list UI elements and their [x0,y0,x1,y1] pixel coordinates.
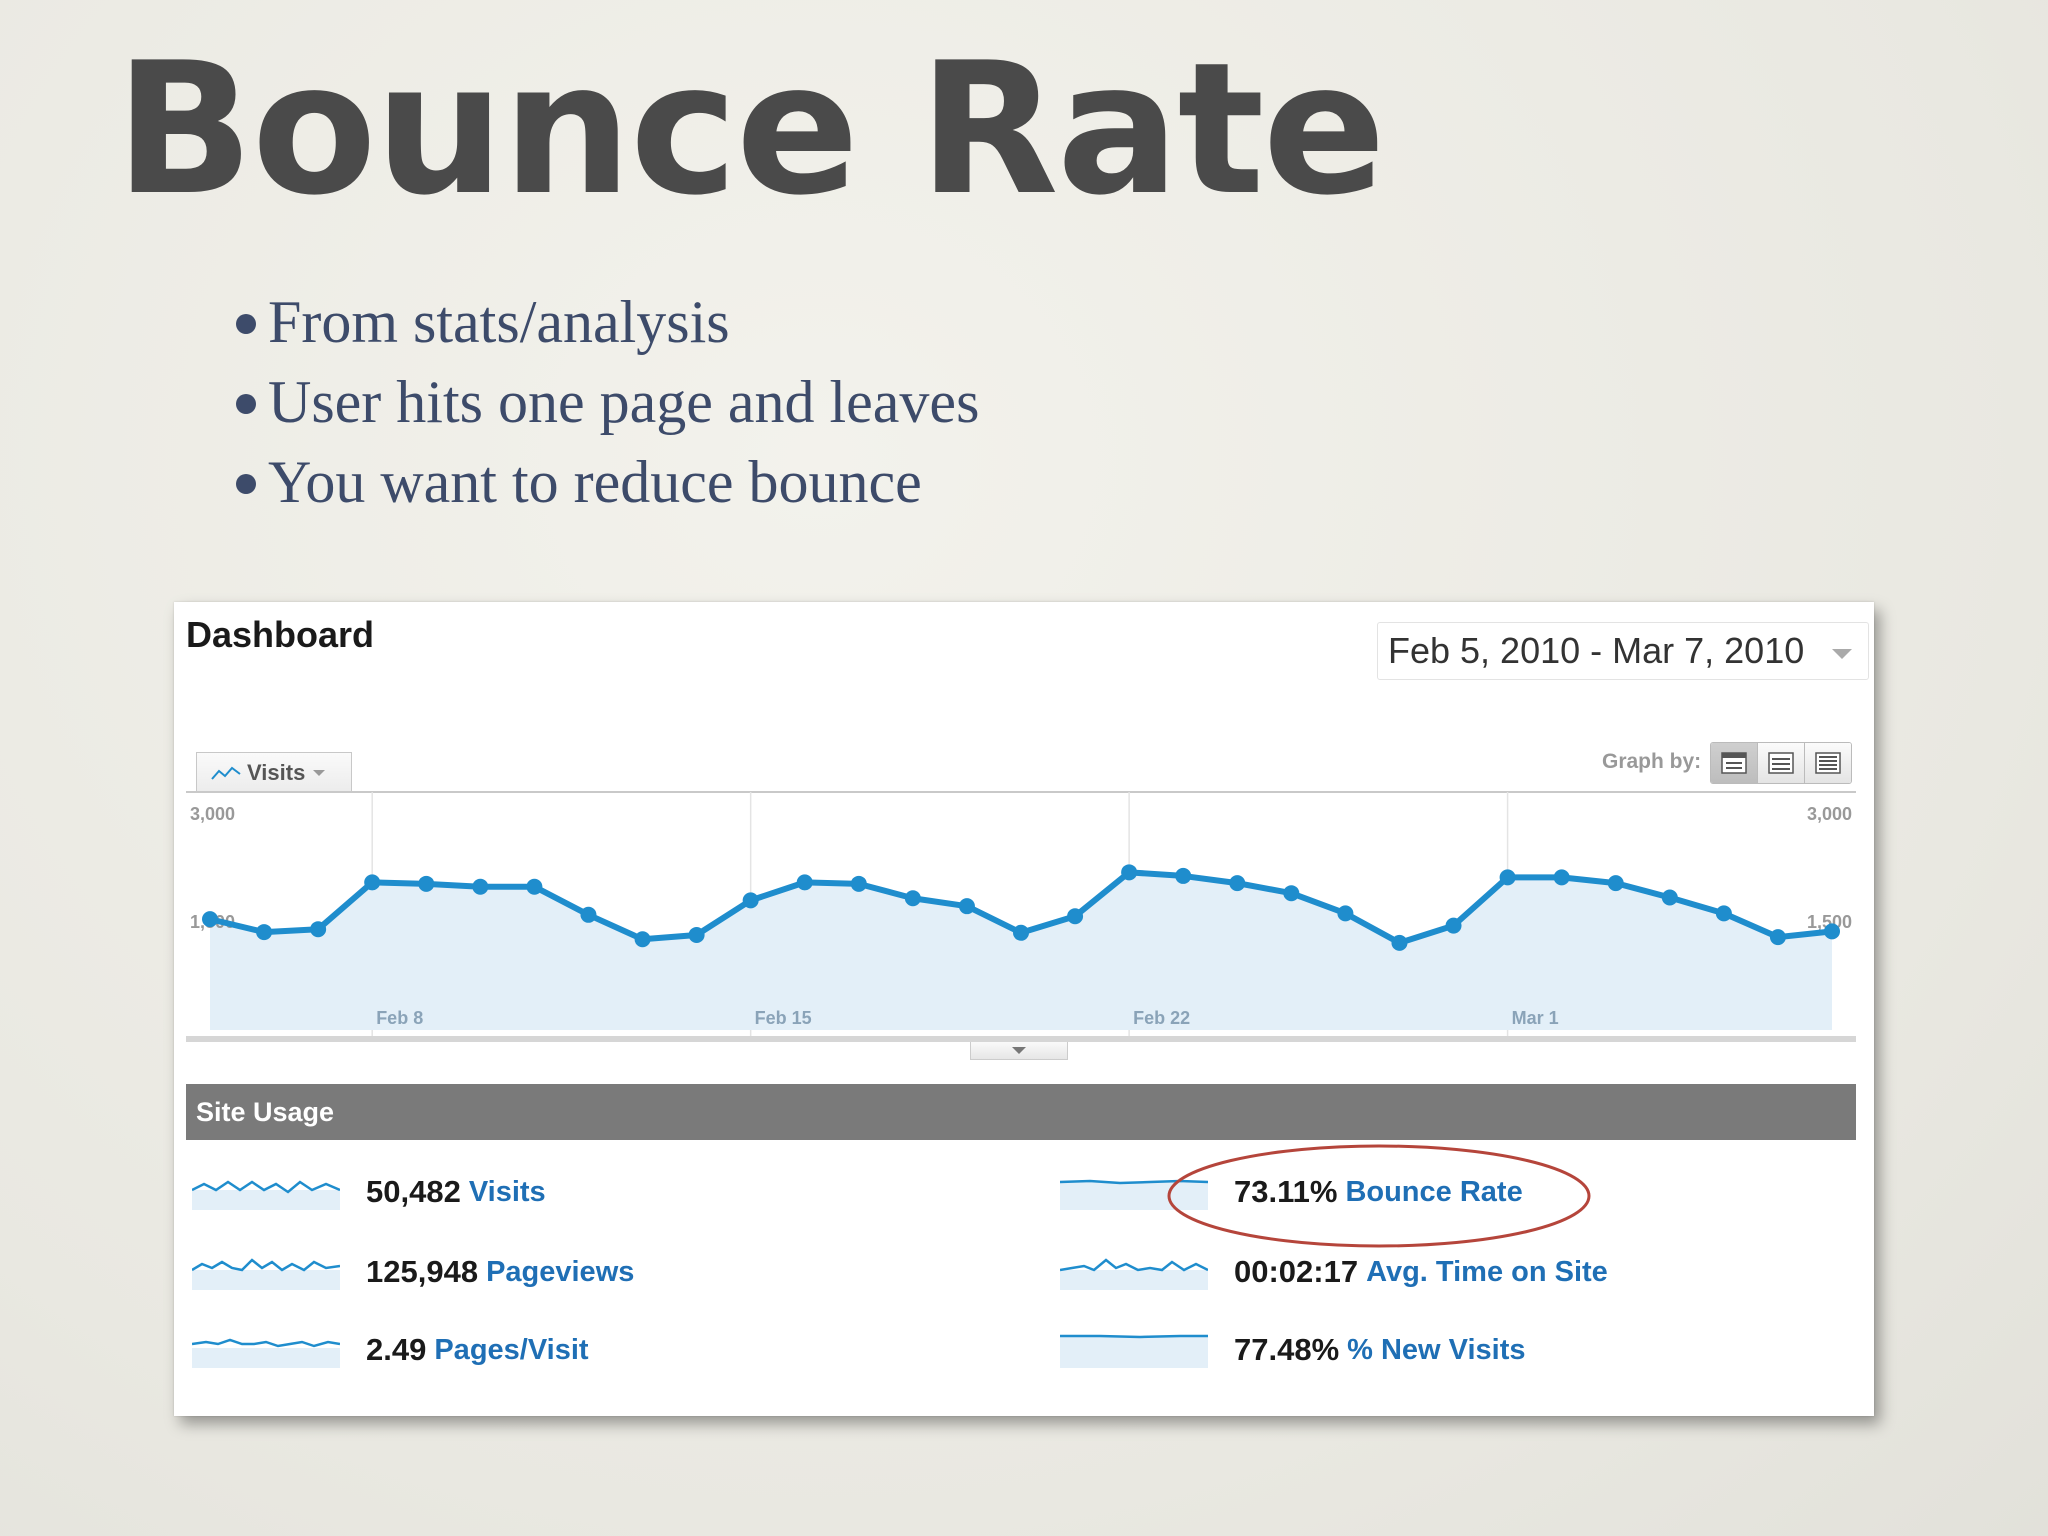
chevron-down-icon [1832,649,1852,659]
new-visits-sparkline [1060,1334,1208,1368]
data-point [1013,924,1029,941]
data-point [310,921,327,938]
graph-by-label: Graph by: [1602,750,1702,773]
data-point [1715,905,1732,922]
data-point [1661,889,1678,906]
data-point [1553,869,1570,886]
bullet-item: You want to reduce bounce [236,442,979,522]
dashboard-title: Dashboard [186,614,375,655]
slide-title: Bounce Rate [115,23,1386,235]
chevron-down-icon [313,769,326,776]
stat-row-visits[interactable]: 50,482 Visits [192,1174,546,1210]
graph-by-month-button[interactable] [1805,743,1851,783]
data-point [1229,875,1246,892]
month-icon [1815,752,1841,774]
x-tick-label: Feb 15 [755,1008,812,1028]
stat-link[interactable]: Avg. Time on Site [1366,1255,1608,1288]
bullet-item: From stats/analysis [236,282,979,362]
graph-by-buttons [1710,742,1852,784]
data-point [1607,875,1624,892]
x-tick-label: Feb 8 [376,1008,423,1028]
date-range-selector[interactable]: Feb 5, 2010 - Mar 7, 2010 [1377,622,1869,680]
stat-row-pageviews[interactable]: 125,948 Pageviews [192,1254,634,1290]
data-point [1175,867,1192,884]
data-point [1067,908,1084,925]
data-point [526,878,543,895]
graph-by-week-button[interactable] [1758,743,1805,783]
bullet-text: You want to reduce bounce [268,449,922,515]
stat-value: 125,948 [366,1254,479,1289]
stat-link[interactable]: Visits [468,1175,546,1208]
metric-selector-tab[interactable]: Visits [196,752,352,792]
data-point [256,924,273,941]
data-point [1391,934,1408,951]
data-point [1337,905,1354,922]
site-usage-title: Site Usage [196,1096,335,1127]
bullet-text: User hits one page and leaves [268,369,980,435]
data-point [1499,869,1516,886]
stat-link[interactable]: % New Visits [1347,1333,1526,1366]
week-icon [1768,752,1794,774]
y-tick-label-left: 3,000 [190,804,235,824]
stat-row-pages-per-visit[interactable]: 2.49 Pages/Visit [192,1332,589,1368]
line-chart-icon [211,766,241,780]
stat-value: 2.49 [366,1332,427,1367]
stat-value: 50,482 [366,1174,461,1209]
data-point [364,874,381,891]
data-point [472,878,489,895]
chart-area [210,872,1832,1030]
x-tick-label: Mar 1 [1512,1008,1559,1028]
stat-link[interactable]: Pageviews [486,1255,635,1288]
stat-row-avg-time[interactable]: 00:02:17 Avg. Time on Site [1060,1254,1608,1290]
stat-link[interactable]: Bounce Rate [1345,1175,1523,1208]
data-point [958,898,975,915]
day-icon [1721,752,1747,774]
bounce-rate-sparkline [1060,1179,1208,1210]
data-point [1769,929,1786,946]
bullet-dot-icon [236,474,256,494]
bullet-item: User hits one page and leaves [236,362,979,442]
data-point [1445,917,1462,934]
data-point [850,875,867,892]
data-point [904,890,921,907]
data-point [634,931,651,948]
metric-selector-label: Visits [247,759,306,785]
x-tick-label: Feb 22 [1133,1008,1190,1028]
stat-row-bounce-rate[interactable]: 73.11% Bounce Rate [1060,1174,1523,1210]
data-point [418,875,435,892]
date-range-text: Feb 5, 2010 - Mar 7, 2010 [1388,630,1805,671]
data-point [580,906,597,923]
stat-value: 73.11% [1234,1174,1338,1209]
data-point [202,911,218,928]
visits-sparkline [192,1180,340,1210]
data-point [1283,885,1300,902]
avg-time-sparkline [1060,1258,1208,1290]
stat-value: 77.48% [1234,1332,1340,1367]
bullet-dot-icon [236,394,256,414]
bullet-list: From stats/analysis User hits one page a… [236,282,979,522]
stat-row-new-visits[interactable]: 77.48% % New Visits [1060,1332,1526,1368]
data-point [1824,923,1840,940]
pageviews-sparkline [192,1258,340,1290]
collapse-graph-button[interactable] [970,1042,1068,1060]
data-point [688,926,705,943]
site-usage-header: Site Usage [186,1084,1856,1140]
data-point [1121,864,1138,881]
y-tick-label-right: 3,000 [1807,804,1852,824]
pages-per-visit-sparkline [192,1338,340,1368]
data-point [742,892,759,909]
y-tick-label-right: 1,500 [1807,912,1852,932]
bullet-text: From stats/analysis [268,289,730,355]
bounce-rate-highlight-circle [1167,1144,1591,1248]
stat-value: 00:02:17 [1234,1254,1359,1289]
data-point [796,874,813,891]
graph-by-day-button[interactable] [1711,743,1758,783]
stat-link[interactable]: Pages/Visit [434,1333,589,1366]
chevron-down-icon [1012,1047,1026,1054]
analytics-dashboard-screenshot: Dashboard Feb 5, 2010 - Mar 7, 2010 Visi… [174,602,1874,1416]
bullet-dot-icon [236,314,256,334]
